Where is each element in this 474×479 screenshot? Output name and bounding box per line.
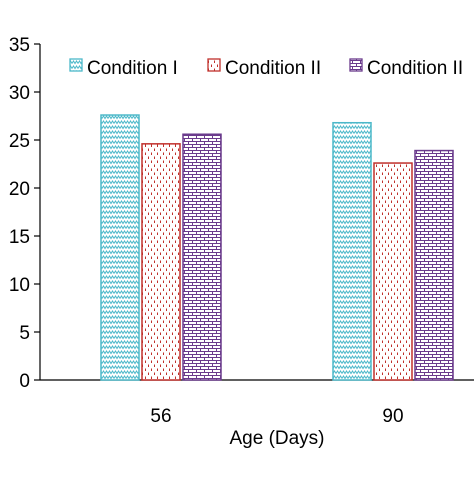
- x-axis-title: Age (Days): [229, 428, 324, 449]
- x-tick-label: 90: [382, 406, 403, 427]
- legend: Condition I Condition II Condition II: [69, 58, 463, 79]
- legend-swatch: [207, 58, 221, 72]
- y-tick-label: 10: [9, 275, 30, 296]
- y-tick-label: 30: [9, 83, 30, 104]
- y-tick-label: 25: [9, 131, 30, 152]
- bar-series-3-category-90: [414, 149, 454, 381]
- y-tick-label: 15: [9, 227, 30, 248]
- y-tick-label: 35: [9, 35, 30, 56]
- y-axis: 0 5 10 15 20 25 30 35: [9, 35, 41, 392]
- legend-label: Condition II: [367, 58, 463, 79]
- legend-label: Condition II: [225, 58, 321, 79]
- legend-swatch: [69, 58, 83, 72]
- bar-series-3-category-56: [182, 133, 222, 381]
- bars: [100, 114, 454, 381]
- x-axis: 56 90: [40, 379, 474, 427]
- y-tick-label: 20: [9, 179, 30, 200]
- y-tick-label: 5: [19, 323, 30, 344]
- legend-swatch: [349, 58, 363, 72]
- bar-series-2-category-56: [141, 143, 181, 381]
- bar-series-1-category-90: [332, 121, 372, 381]
- bar-series-1-category-56: [100, 114, 140, 381]
- legend-label: Condition I: [87, 58, 178, 79]
- y-tick-label: 0: [19, 371, 30, 392]
- x-tick-label: 56: [150, 406, 171, 427]
- bar-series-2-category-90: [373, 162, 413, 381]
